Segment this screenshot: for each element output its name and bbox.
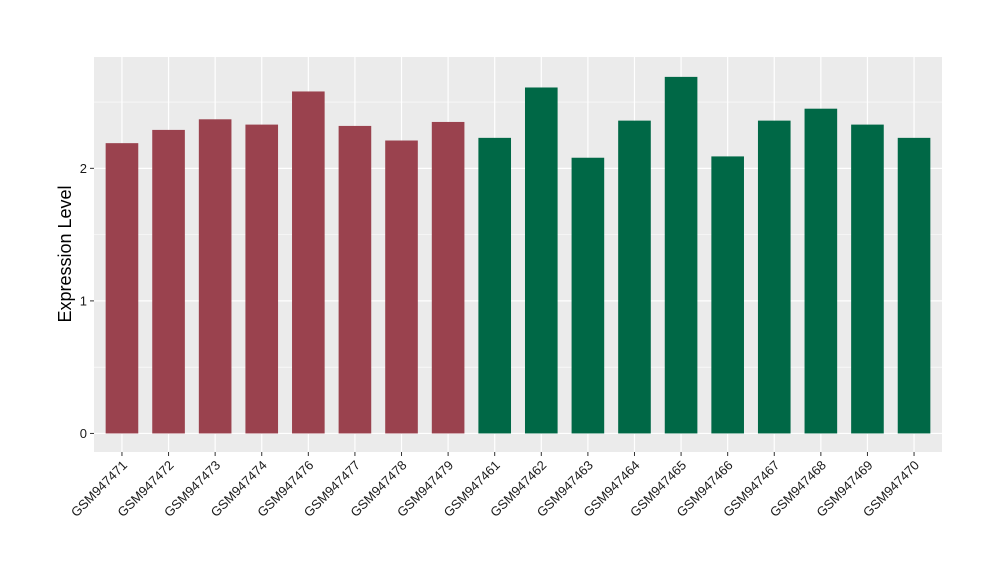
bar-GSM947461	[478, 137, 512, 434]
bar-GSM947474	[245, 124, 279, 434]
bar-GSM947466	[711, 156, 744, 434]
bar-GSM947471	[105, 143, 139, 434]
y-axis: 0 1 2	[80, 161, 94, 441]
bar-GSM947472	[152, 129, 185, 434]
bar-GSM947477	[338, 125, 372, 434]
bar-GSM947468	[804, 108, 838, 434]
y-tick-label: 2	[80, 161, 87, 176]
bar-GSM947464	[618, 120, 651, 434]
bar-GSM947465	[664, 76, 698, 434]
y-tick-label: 0	[80, 426, 87, 441]
bar-GSM947462	[524, 87, 558, 434]
bar-GSM947463	[571, 157, 605, 434]
bar-GSM947478	[385, 140, 418, 434]
y-tick-label: 1	[80, 293, 87, 308]
x-axis: GSM947471GSM947472GSM947473GSM947474GSM9…	[68, 452, 922, 520]
minor-gridlines	[94, 101, 942, 368]
bar-GSM947473	[198, 119, 232, 434]
bar-GSM947479	[431, 121, 465, 434]
plot-panel	[94, 57, 942, 452]
bar-GSM947470	[897, 137, 931, 434]
bar-GSM947476	[292, 91, 325, 434]
y-axis-label: Expression Level	[55, 185, 75, 322]
bar-GSM947469	[851, 124, 884, 434]
bar-GSM947467	[757, 120, 791, 434]
bars	[105, 76, 931, 434]
